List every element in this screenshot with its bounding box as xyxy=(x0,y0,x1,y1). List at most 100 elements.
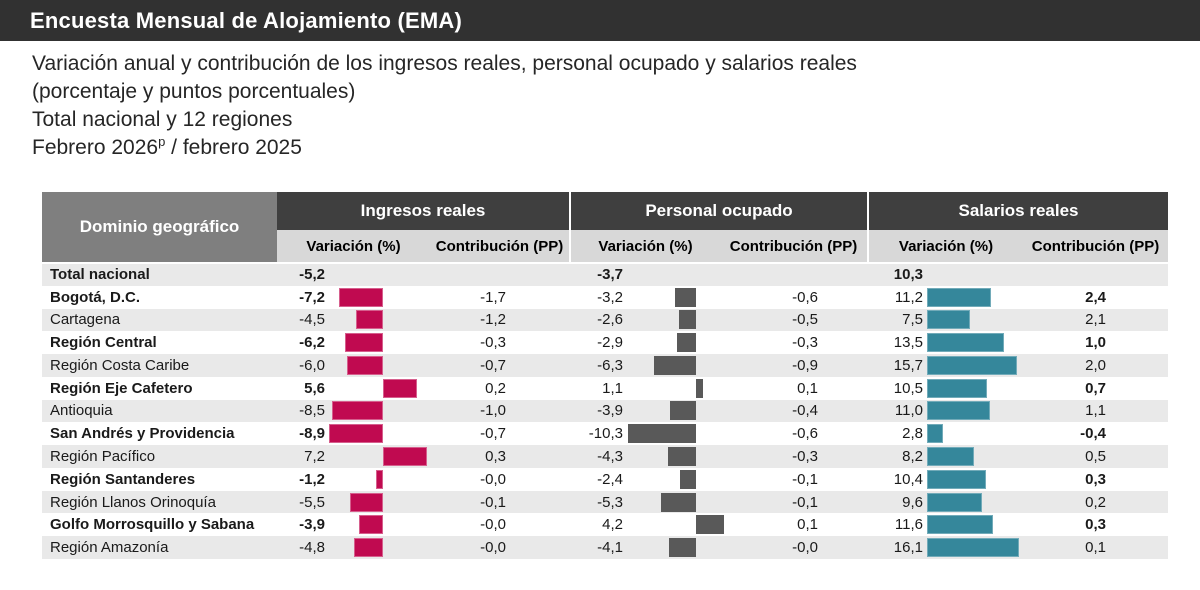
bar-track xyxy=(927,515,1022,535)
table-row: Región Llanos Orinoquía -5,5 -0,1 -5,3 -0,1 9… xyxy=(42,490,1168,514)
table-row: Región Amazonía -4,8 -0,0 -4,1 -0,0 16,1 0,1 xyxy=(42,536,1168,559)
cell-salarios-contribucion: 2,0 xyxy=(1085,356,1106,374)
cell-salarios-variacion: 11,0 xyxy=(868,400,1023,423)
cell-ingresos-contribucion: -0,0 xyxy=(480,470,506,488)
cell-salarios-variacion: 15,7 xyxy=(868,354,1023,377)
cell-ingresos-contribucion: -0,0 xyxy=(480,539,506,557)
variacion-value: -10,3 xyxy=(588,425,623,443)
cell-ingresos-contribucion: -1,2 xyxy=(480,311,506,329)
bar-track xyxy=(329,265,429,284)
subtitle-line-3: Total nacional y 12 regiones xyxy=(32,108,293,131)
cell-ingresos-variacion: 5,6 xyxy=(277,377,430,400)
cell-ingresos-contribucion: -0,7 xyxy=(480,425,506,443)
cell-personal-variacion: -6,3 xyxy=(570,354,720,377)
cell-personal-variacion: 4,2 xyxy=(570,513,724,536)
col-header-salarios-variacion: Variación (%) xyxy=(867,230,1023,263)
cell-personal-contribucion: -0,1 xyxy=(792,470,818,488)
table-row: Región Pacífico 7,2 0,3 -4,3 -0,3 8,2 0,5 xyxy=(42,445,1168,468)
ingresos-data-bar xyxy=(331,401,383,421)
cell-ingresos-contribucion: -1,0 xyxy=(480,402,506,420)
bar-track xyxy=(329,355,429,375)
cell-salarios-variacion: 11,6 xyxy=(868,513,1023,536)
ingresos-data-bar xyxy=(353,538,383,558)
page-title: Encuesta Mensual de Alojamiento (EMA) xyxy=(30,7,462,33)
personal-data-bar xyxy=(667,447,696,466)
bar-track xyxy=(927,469,1022,489)
bar-track xyxy=(627,333,720,353)
cell-personal-contribucion: -0,1 xyxy=(792,493,818,511)
salarios-data-bar xyxy=(927,310,970,330)
region-name: Región Amazonía xyxy=(50,539,169,557)
preliminary-superscript: p xyxy=(158,134,166,149)
domain-header: Dominio geográfico xyxy=(42,192,277,263)
bar-track xyxy=(329,515,429,535)
cell-salarios-contribucion: 1,1 xyxy=(1085,402,1106,420)
bar-track xyxy=(329,401,429,421)
bar-track xyxy=(927,492,1022,512)
cell-personal-contribucion xyxy=(720,262,868,286)
variacion-value: 10,4 xyxy=(893,470,923,488)
salarios-data-bar xyxy=(927,538,1020,558)
cell-personal-contribucion: -0,6 xyxy=(792,425,818,443)
variacion-value: -8,5 xyxy=(299,402,325,420)
cell-ingresos-variacion: -5,5 xyxy=(277,491,430,514)
bar-track xyxy=(627,447,720,466)
table-row: Golfo Morrosquillo y Sabana -3,9 -0,0 4,2 0,… xyxy=(42,513,1168,537)
subtitle-line-2: (porcentaje y puntos porcentuales) xyxy=(32,80,356,103)
cell-salarios-contribucion: 0,1 xyxy=(1085,539,1106,557)
cell-salarios-contribucion: 2,4 xyxy=(1085,288,1106,306)
variacion-value: -5,2 xyxy=(299,266,325,284)
personal-data-bar xyxy=(654,355,696,375)
cell-personal-variacion: -3,2 xyxy=(570,286,720,309)
cell-salarios-contribucion: 2,1 xyxy=(1085,311,1106,329)
bar-track xyxy=(927,378,1022,398)
personal-data-bar xyxy=(668,538,696,558)
table-row: Antioquia -8,5 -1,0 -3,9 -0,4 11,0 1,1 xyxy=(42,399,1168,423)
table-row-total: Total nacional -5,2 -3,7 10,3 xyxy=(42,262,1168,286)
region-name: Región Llanos Orinoquía xyxy=(50,493,216,511)
variacion-value: -4,1 xyxy=(597,539,623,557)
cell-salarios-variacion: 10,3 xyxy=(868,262,1023,286)
cell-ingresos-contribucion: -0,3 xyxy=(480,334,506,352)
salarios-data-bar xyxy=(927,401,990,421)
bar-track xyxy=(927,287,1022,307)
cell-salarios-variacion: 16,1 xyxy=(868,536,1023,559)
cell-personal-contribucion: -0,3 xyxy=(792,334,818,352)
cell-ingresos-variacion: -4,5 xyxy=(277,309,430,332)
table-row: Región Eje Cafetero 5,6 0,2 1,1 0,1 10,5 0,7 xyxy=(42,376,1168,400)
cell-ingresos-contribucion: -0,1 xyxy=(480,493,506,511)
variacion-value: 4,2 xyxy=(602,516,623,534)
ingresos-data-bar xyxy=(345,333,383,353)
cell-personal-contribucion: 0,1 xyxy=(797,516,818,534)
variacion-value: -6,2 xyxy=(299,334,325,352)
cell-salarios-variacion: 10,4 xyxy=(868,468,1023,491)
bar-track xyxy=(329,333,429,353)
col-header-ingresos-contribucion: Contribución (PP) xyxy=(430,230,570,263)
cell-salarios-variacion: 8,2 xyxy=(868,445,1023,468)
cell-salarios-contribucion: -0,4 xyxy=(1080,425,1106,443)
variacion-value: 10,5 xyxy=(893,379,923,397)
sub-header-row: Variación (%) Contribución (PP) Variació… xyxy=(42,230,1168,263)
cell-salarios-variacion: 9,6 xyxy=(868,491,1023,514)
cell-salarios-contribucion xyxy=(1023,262,1168,286)
variacion-value: -3,7 xyxy=(597,266,623,284)
cell-salarios-variacion: 11,2 xyxy=(868,286,1023,309)
cell-ingresos-contribucion: -0,0 xyxy=(480,516,506,534)
ingresos-data-bar xyxy=(349,492,383,512)
col-header-ingresos-variacion: Variación (%) xyxy=(277,230,430,263)
variacion-value: -3,9 xyxy=(299,516,325,534)
group-header-personal: Personal ocupado xyxy=(569,192,868,230)
table-row: Región Costa Caribe -6,0 -0,7 -6,3 -0,9 15,7 2… xyxy=(42,354,1168,377)
variacion-value: -2,9 xyxy=(597,334,623,352)
col-header-personal-contribucion: Contribución (PP) xyxy=(720,230,868,263)
region-name: Región Central xyxy=(50,334,157,352)
table-body: Total nacional -5,2 -3,7 10,3 Bogotá, D.C. -7… xyxy=(42,262,1168,559)
personal-data-bar xyxy=(696,378,704,398)
table-row: Región Central -6,2 -0,3 -2,9 -0,3 13,5 1,0 xyxy=(42,331,1168,355)
cell-personal-contribucion: -0,4 xyxy=(792,402,818,420)
bar-track xyxy=(627,265,720,284)
cell-personal-variacion: 1,1 xyxy=(570,377,720,400)
table-row: Región Santanderes -1,2 -0,0 -2,4 -0,1 10,4 0,… xyxy=(42,467,1168,491)
variacion-value: -6,3 xyxy=(597,356,623,374)
region-name: San Andrés y Providencia xyxy=(50,425,235,443)
